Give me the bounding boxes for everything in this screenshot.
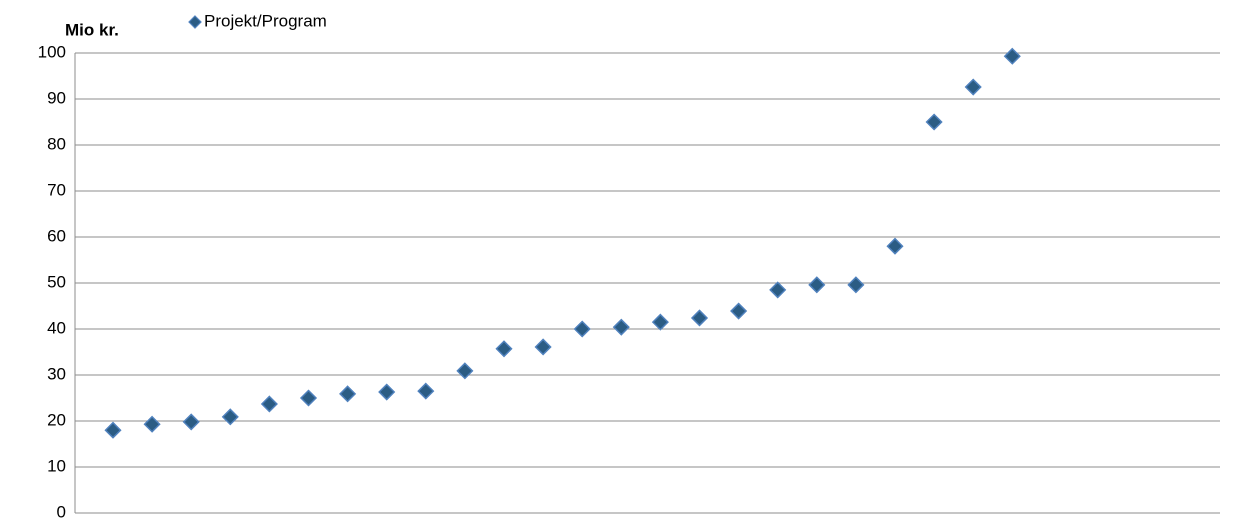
legend-marker	[188, 15, 202, 29]
marker	[378, 383, 396, 401]
marker	[495, 340, 513, 358]
marker	[299, 389, 318, 407]
y-tick-label: 50	[47, 272, 66, 291]
marker	[730, 302, 748, 320]
marker	[769, 281, 787, 299]
marker	[143, 415, 161, 433]
marker	[808, 276, 826, 294]
y-tick-label: 80	[47, 134, 66, 153]
y-tick-label: 0	[57, 502, 66, 520]
y-tick-label: 60	[47, 226, 66, 245]
legend-label: Projekt/Program	[204, 11, 327, 30]
marker	[886, 237, 904, 255]
y-axis-label: Mio kr.	[65, 20, 119, 39]
marker	[651, 313, 669, 331]
y-tick-label: 10	[47, 456, 66, 475]
marker	[221, 408, 239, 426]
marker	[1003, 47, 1021, 65]
y-tick-label: 30	[47, 364, 66, 383]
marker	[417, 382, 435, 400]
marker	[964, 78, 982, 96]
marker	[847, 276, 865, 294]
marker	[104, 421, 122, 439]
marker	[456, 362, 474, 380]
y-tick-label: 20	[47, 410, 66, 429]
marker	[534, 338, 552, 356]
marker	[690, 309, 709, 327]
y-tick-label: 40	[47, 318, 66, 337]
marker	[612, 318, 630, 336]
marker	[925, 113, 943, 131]
y-tick-label: 70	[47, 180, 66, 199]
y-tick-label: 90	[47, 88, 66, 107]
marker	[182, 413, 200, 431]
marker	[260, 395, 278, 413]
marker	[573, 320, 591, 338]
marker	[339, 385, 357, 403]
y-tick-label: 100	[38, 42, 66, 61]
